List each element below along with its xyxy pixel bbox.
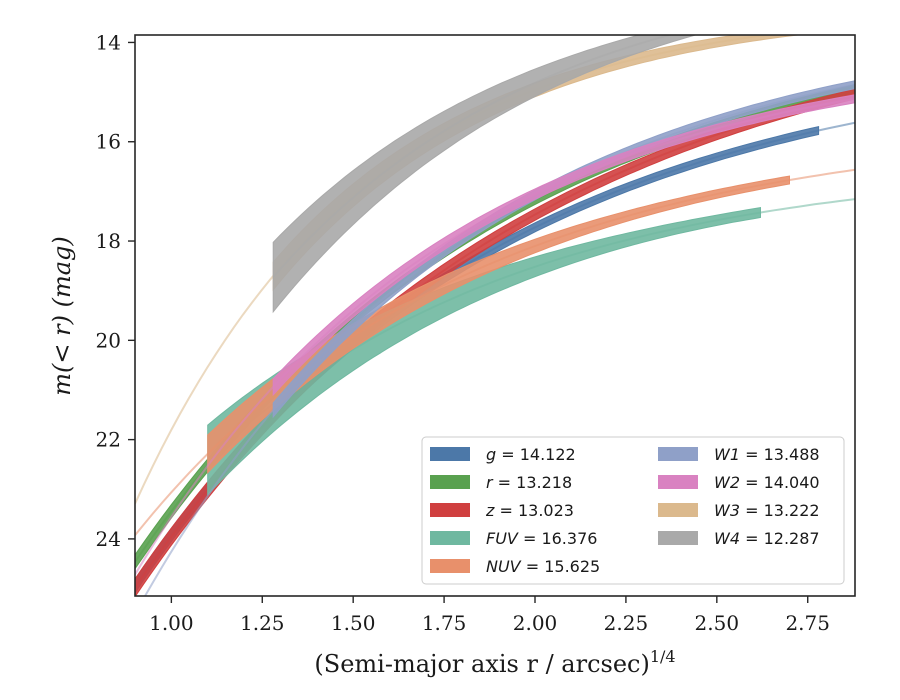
legend-label: W3 = 13.222 [714, 501, 820, 520]
y-axis-label: m(< r) (mag) [48, 236, 76, 396]
x-axis-label: (Semi-major axis r / arcsec)1/4 [314, 647, 675, 678]
legend-swatch [430, 475, 470, 489]
x-tick-label: 2.50 [695, 611, 740, 635]
legend-swatch [658, 447, 698, 461]
x-tick-label: 1.25 [240, 611, 285, 635]
series-layer [135, 35, 855, 596]
legend-label: z = 13.023 [485, 501, 574, 520]
legend-label: W1 = 13.488 [714, 445, 820, 464]
series-nuv-band [207, 175, 790, 474]
legend-label: W2 = 14.040 [714, 473, 820, 492]
legend-label: NUV = 15.625 [486, 557, 600, 576]
legend-label: FUV = 16.376 [486, 529, 597, 548]
x-tick-label: 1.50 [331, 611, 376, 635]
x-tick-label: 2.75 [785, 611, 830, 635]
plot-frame [134, 34, 856, 597]
legend-item-w1: W1 = 13.488 [658, 445, 820, 464]
x-tick-label: 2.25 [604, 611, 649, 635]
legend-swatch [430, 447, 470, 461]
legend-swatch [658, 503, 698, 517]
legend-item-r: r = 13.218 [430, 473, 572, 492]
y-tick-label: 14 [96, 30, 121, 54]
legend-swatch [430, 503, 470, 517]
legend-swatch [430, 531, 470, 545]
legend-swatch [658, 531, 698, 545]
x-tick-label: 1.00 [149, 611, 194, 635]
legend-label: r = 13.218 [486, 473, 572, 492]
legend-swatch [658, 475, 698, 489]
legend-item-fuv: FUV = 16.376 [430, 529, 597, 548]
legend-label: W4 = 12.287 [714, 529, 820, 548]
series-w4 [272, 35, 698, 314]
legend-label: g = 14.122 [486, 445, 576, 464]
y-tick-label: 22 [96, 428, 121, 452]
series-w4-band [272, 35, 698, 314]
series-w2-band [272, 94, 855, 397]
y-tick-label: 20 [96, 328, 121, 352]
legend-frame [421, 436, 845, 585]
y-tick-label: 18 [96, 229, 121, 253]
legend-item-w2: W2 = 14.040 [658, 473, 820, 492]
series-nuv [135, 168, 855, 536]
legend-items: g = 14.122 r = 13.218 z = 13.023 FUV = 16.3… [430, 445, 820, 576]
x-tick-label: 2.00 [513, 611, 558, 635]
y-tick-label: 24 [96, 527, 121, 551]
legend-item-w4: W4 = 12.287 [658, 529, 820, 548]
legend-item-nuv: NUV = 15.625 [430, 557, 600, 576]
x-tick-label: 1.75 [422, 611, 467, 635]
legend-item-w3: W3 = 13.222 [658, 501, 820, 520]
legend-item-g: g = 14.122 [430, 445, 576, 464]
ticks-layer: 1.00 1.25 1.50 1.75 2.00 2.25 2.50 2.75 14 16 18 20… [96, 30, 830, 635]
y-tick-label: 16 [96, 130, 121, 154]
series-w2 [135, 94, 855, 576]
legend-swatch [430, 559, 470, 573]
legend-item-z: z = 13.023 [430, 501, 574, 520]
legend: g = 14.122 r = 13.218 z = 13.023 FUV = 16.3… [421, 436, 845, 585]
